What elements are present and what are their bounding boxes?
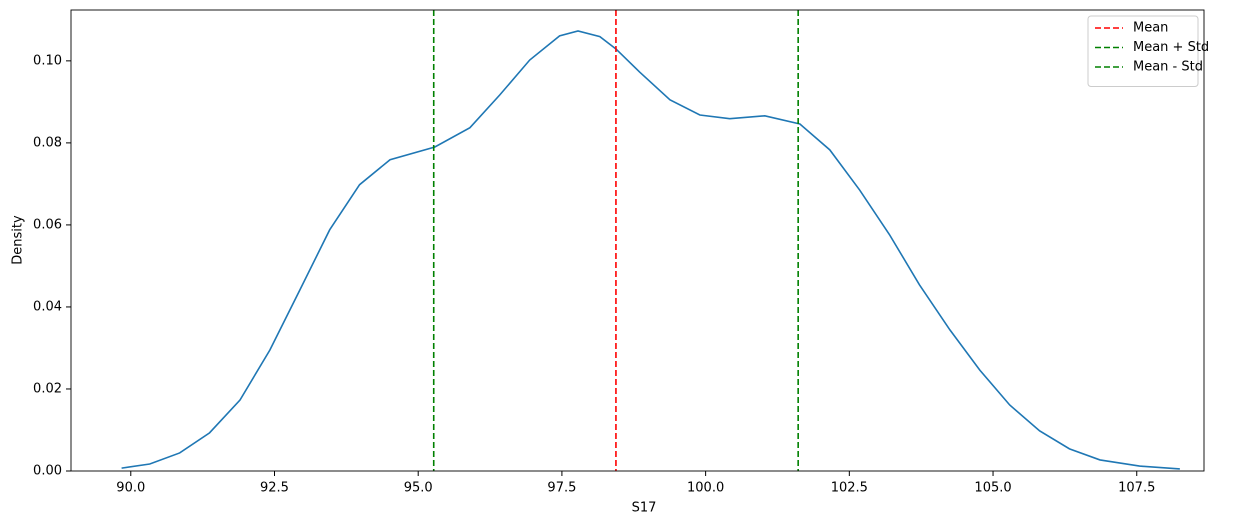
y-tick-label: 0.04 (33, 299, 62, 314)
legend-label: Mean + Std (1133, 40, 1209, 55)
x-tick-label: 90.0 (116, 481, 145, 496)
y-axis-label: Density (11, 215, 26, 265)
x-axis-label: S17 (632, 501, 657, 516)
x-tick-label: 92.5 (260, 481, 289, 496)
y-tick-label: 0.08 (33, 135, 62, 150)
y-tick-label: 0.02 (33, 381, 62, 396)
y-tick-label: 0.00 (33, 464, 62, 479)
x-tick-label: 95.0 (404, 481, 433, 496)
plot-frame (70, 9, 1205, 472)
density-line (121, 30, 1180, 470)
legend: Mean Mean + Std Mean - Std (1087, 15, 1209, 87)
y-tick-label: 0.06 (33, 217, 62, 232)
legend-box (1087, 15, 1199, 87)
x-tick-label: 100.0 (687, 481, 724, 496)
legend-label: Mean (1133, 21, 1168, 36)
y-tick-label: 0.10 (33, 53, 62, 68)
x-tick-label: 102.5 (831, 481, 868, 496)
x-tick-label: 107.5 (1118, 481, 1155, 496)
x-tick-label: 105.0 (974, 481, 1011, 496)
legend-label: Mean - Std (1133, 60, 1203, 75)
x-tick-label: 97.5 (547, 481, 576, 496)
